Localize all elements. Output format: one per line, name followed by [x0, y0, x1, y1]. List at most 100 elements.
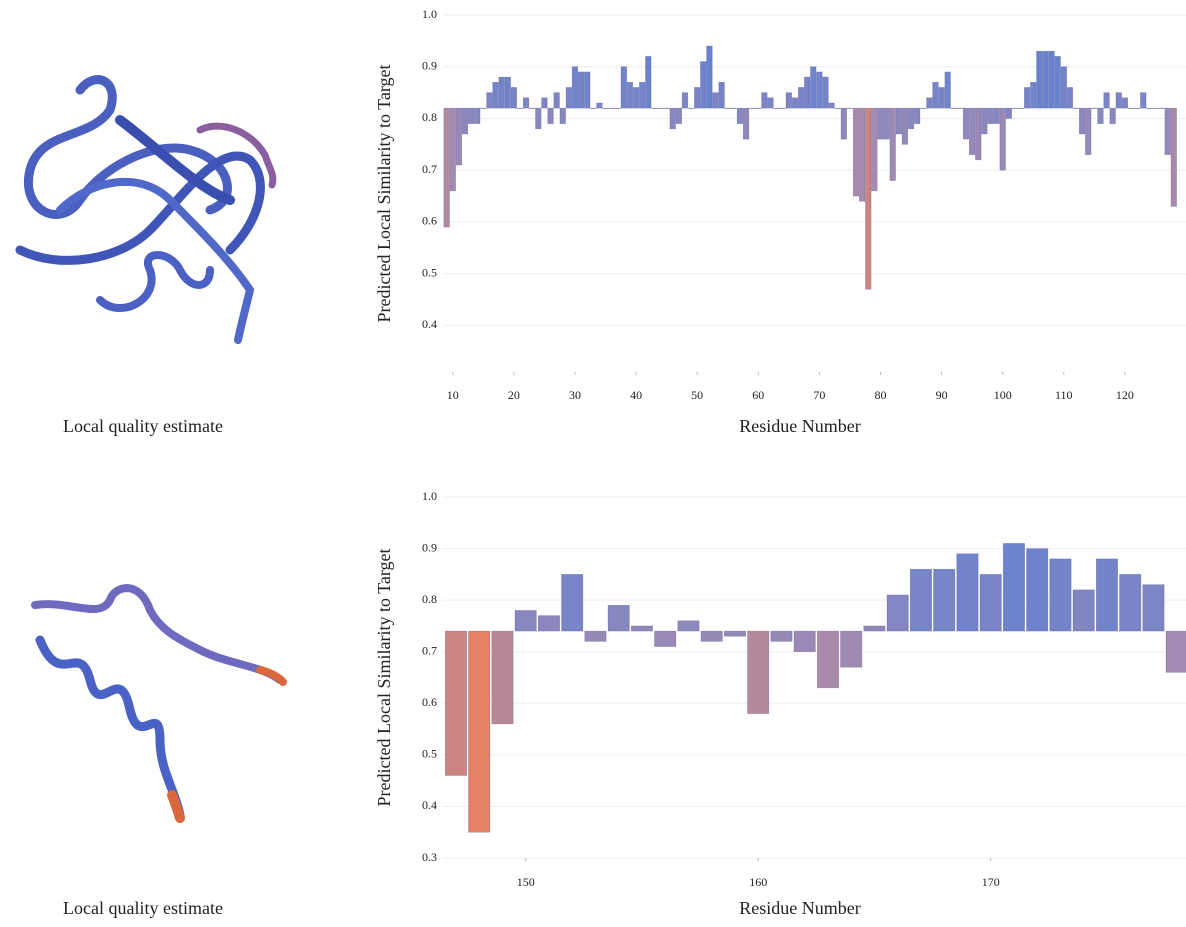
bar [535, 107, 542, 130]
bar [797, 87, 805, 109]
y-axis-title: Predicted Local Similarity to Target [374, 64, 394, 322]
bar [614, 107, 621, 109]
bar [1049, 558, 1072, 632]
bar [1140, 92, 1147, 109]
bar [886, 594, 909, 632]
bar [632, 87, 640, 109]
bar [514, 610, 537, 632]
bar [498, 76, 505, 109]
y-axis-title: Predicted Local Similarity to Target [374, 548, 394, 806]
bar [1165, 630, 1186, 673]
bar [944, 71, 951, 109]
protein-structure-2 [31, 584, 287, 823]
bar [529, 107, 536, 109]
bar [480, 107, 487, 109]
bar [547, 107, 554, 124]
bar [920, 107, 927, 109]
bar [467, 107, 475, 124]
bar [694, 87, 701, 109]
bar [1127, 107, 1135, 109]
bar [1011, 107, 1019, 109]
bar [565, 87, 572, 109]
bar [608, 107, 615, 109]
bar [865, 107, 872, 290]
bar [1085, 107, 1092, 155]
x-tick-label: 120 [1116, 388, 1134, 402]
bar [724, 107, 731, 109]
bar [1060, 66, 1067, 109]
y-tick-label: 0.6 [422, 214, 437, 228]
bar [1146, 107, 1153, 109]
y-tick-label: 0.7 [422, 162, 437, 176]
bar [444, 630, 467, 776]
bar [969, 107, 976, 155]
bar [736, 107, 744, 124]
bar [1170, 107, 1177, 207]
y-tick-label: 0.4 [422, 798, 437, 812]
bar [859, 107, 866, 202]
bar [1103, 92, 1110, 109]
y-tick-label: 0.6 [422, 695, 437, 709]
bar [840, 630, 863, 668]
bar [852, 107, 860, 197]
bar [993, 107, 1000, 124]
bar [645, 56, 652, 109]
bar [761, 92, 768, 109]
y-tick-label: 1.0 [422, 7, 437, 21]
x-tick-label: 20 [508, 388, 520, 402]
bar [504, 76, 511, 109]
bar [979, 574, 1002, 632]
bar [755, 107, 762, 109]
x-tick-label: 50 [691, 388, 703, 402]
bar [909, 568, 932, 632]
bar [669, 107, 676, 130]
bar [700, 61, 707, 109]
x-axis-title: Residue Number [739, 898, 860, 918]
bar [492, 81, 499, 109]
bar [584, 71, 591, 109]
bar [654, 630, 677, 647]
bar [561, 574, 584, 632]
x-tick-label: 150 [517, 875, 535, 889]
bar [956, 553, 979, 632]
bar [793, 630, 816, 653]
bar [455, 107, 462, 166]
bar [590, 107, 597, 109]
bar [871, 107, 878, 192]
x-tick-label: 10 [447, 388, 459, 402]
bar [626, 81, 634, 109]
bar [607, 604, 630, 632]
y-tick-label: 0.5 [422, 747, 437, 761]
bar [933, 568, 956, 632]
bar [522, 97, 530, 109]
bar [553, 92, 560, 109]
bar [516, 107, 524, 109]
y-tick-label: 0.4 [422, 317, 437, 331]
bar [767, 97, 774, 109]
bar [1030, 81, 1037, 109]
bar [883, 107, 890, 140]
bar [907, 107, 915, 130]
x-tick-label: 30 [569, 388, 581, 402]
bar [999, 107, 1006, 171]
bar [461, 107, 469, 135]
bar [926, 97, 933, 109]
bar [742, 107, 750, 140]
bar [443, 107, 450, 228]
bar [584, 630, 607, 642]
bar [486, 92, 493, 109]
bar [1026, 548, 1049, 632]
bar [1095, 558, 1118, 632]
bar [681, 92, 689, 109]
y-tick-label: 1.0 [422, 489, 437, 503]
bar [981, 107, 988, 135]
bar [822, 76, 829, 109]
bar [932, 81, 939, 109]
bar [596, 102, 603, 109]
bar [1048, 50, 1055, 109]
y-tick-label: 0.9 [422, 540, 437, 554]
bar [706, 45, 713, 109]
bar [1066, 87, 1074, 109]
bar [541, 97, 548, 109]
